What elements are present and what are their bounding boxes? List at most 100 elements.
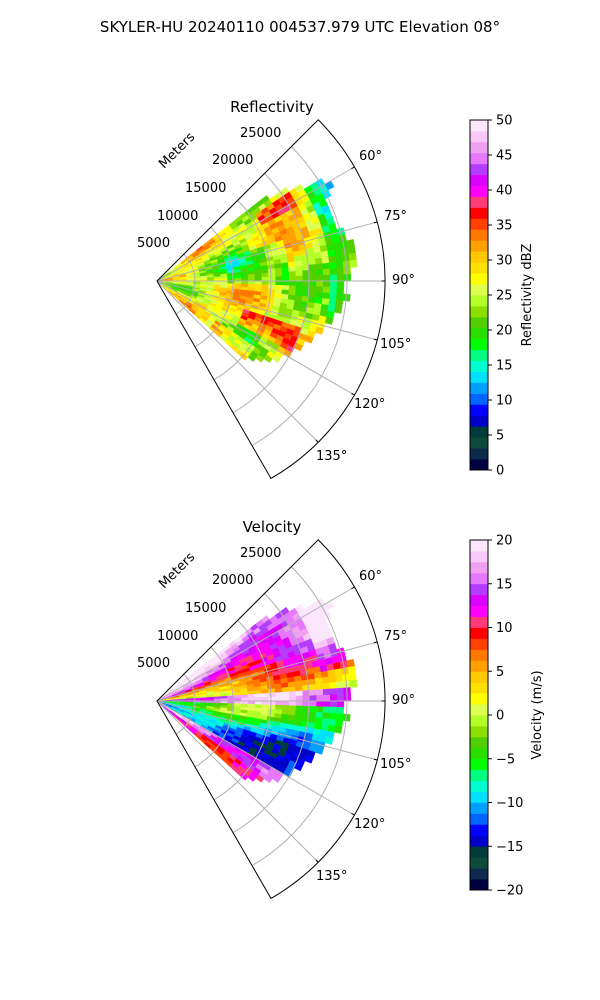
- reflectivity-colorbar-band: [470, 393, 488, 405]
- velocity-field-cell: [329, 688, 338, 696]
- velocity-colorbar-tick-label: 15: [496, 577, 513, 592]
- reflectivity-azimuth-tick: 120°: [354, 397, 385, 412]
- velocity-radial-tick: 25000: [240, 546, 281, 561]
- reflectivity-radial-tick: 15000: [185, 181, 226, 196]
- reflectivity-field-cell: [309, 286, 317, 293]
- velocity-field-cell: [268, 696, 276, 702]
- velocity-field-cell: [247, 697, 256, 702]
- velocity-grid: [156, 566, 385, 866]
- reflectivity-colorbar-tick-label: 10: [496, 394, 513, 409]
- velocity-field-cell: [275, 700, 283, 706]
- velocity-colorbar-band: [470, 671, 488, 683]
- reflectivity-field-cell: [295, 265, 303, 272]
- reflectivity-azimuth-gridline: [156, 221, 378, 282]
- reflectivity-colorbar-band: [470, 327, 488, 340]
- velocity-colorbar-band: [470, 627, 488, 639]
- velocity-field-cell: [275, 692, 283, 698]
- reflectivity-field-cell: [321, 256, 330, 264]
- reflectivity-field-cell: [261, 272, 269, 278]
- velocity-field-cell: [314, 677, 323, 685]
- reflectivity-colorbar-tick-label: 25: [496, 289, 513, 304]
- reflectivity-colorbar-tick-label: 40: [496, 184, 513, 199]
- velocity-azimuth-tick-mark: [373, 641, 378, 644]
- velocity-field-cell: [247, 773, 257, 782]
- reflectivity-colorbar-band: [470, 207, 488, 219]
- velocity-field-cell: [240, 694, 249, 699]
- reflectivity-colorbar-band: [470, 437, 488, 449]
- velocity-colorbar-tick-label: 0: [496, 709, 504, 724]
- velocity-field-cell: [315, 746, 324, 755]
- reflectivity-field-cell: [322, 286, 331, 294]
- velocity-field-cell: [294, 762, 304, 772]
- velocity-field-cell: [336, 700, 345, 708]
- velocity-field-cell: [335, 674, 344, 683]
- reflectivity-field-cell: [335, 261, 344, 269]
- velocity-field-cell: [322, 682, 331, 690]
- reflectivity-field-cell: [280, 262, 289, 269]
- velocity-radial-tick: 5000: [137, 656, 170, 671]
- velocity-field-cell: [308, 678, 316, 686]
- velocity-field-cell: [281, 691, 290, 697]
- reflectivity-field-cell: [261, 280, 269, 286]
- reflectivity-colorbar-band: [470, 284, 488, 296]
- reflectivity-colorbar-band: [470, 218, 488, 230]
- velocity-field-cell: [321, 676, 330, 684]
- reflectivity-field-cell: [347, 245, 356, 255]
- velocity-field-cell: [282, 696, 290, 702]
- reflectivity-field-cell: [254, 269, 262, 275]
- reflectivity-field-cell: [268, 284, 276, 290]
- reflectivity-azimuth-tick: 75°: [384, 209, 407, 224]
- reflectivity-field-cell: [315, 291, 324, 299]
- velocity-field-cell: [329, 700, 338, 708]
- velocity-field-cell: [315, 706, 324, 713]
- reflectivity-field-cell: [329, 261, 337, 270]
- velocity-colorbar-band: [470, 540, 488, 552]
- velocity-colorbar-band: [470, 857, 488, 869]
- reflectivity-field-cell: [328, 255, 337, 264]
- reflectivity-field-cell: [255, 354, 265, 363]
- reflectivity-colorbar-tick-label: 20: [496, 324, 513, 339]
- velocity-field-cell: [336, 694, 345, 702]
- reflectivity-colorbar-band: [470, 382, 488, 394]
- reflectivity-field-cell: [316, 280, 324, 288]
- velocity-azimuth-ticks: 60° 75° 90° 105° 120° 135°: [316, 569, 415, 884]
- velocity-field-cell: [295, 705, 304, 712]
- reflectivity-field-cell: [329, 274, 338, 282]
- velocity-azimuth-tick: 105°: [380, 757, 411, 772]
- reflectivity-colorbar-band: [470, 426, 488, 438]
- reflectivity-colorbar: [469, 119, 489, 471]
- velocity-colorbar-band: [470, 638, 488, 650]
- velocity-data-field: [158, 598, 358, 783]
- velocity-field-cell: [281, 686, 290, 693]
- velocity-sector-outline: [156, 539, 386, 900]
- reflectivity-azimuth-gridline: [156, 280, 319, 443]
- velocity-field-cell: [289, 700, 297, 707]
- reflectivity-colorbar-ticks: 0 5 10 15 20 25 30 35 40 45 50: [488, 114, 513, 479]
- reflectivity-field-cell: [315, 326, 324, 335]
- velocity-field-cell: [267, 688, 276, 694]
- reflectivity-field-cell: [336, 267, 345, 275]
- velocity-colorbar: [469, 539, 489, 891]
- velocity-colorbar-band: [470, 758, 488, 771]
- reflectivity-azimuth-tick-mark: [351, 392, 355, 396]
- velocity-colorbar-band: [470, 725, 488, 738]
- reflectivity-field-cell: [329, 292, 337, 301]
- reflectivity-field-cell: [320, 250, 329, 259]
- reflectivity-colorbar-tick-label: 0: [496, 464, 504, 479]
- velocity-field-cell: [334, 668, 343, 677]
- reflectivity-colorbar-band: [470, 295, 488, 307]
- reflectivity-grid: [156, 146, 385, 446]
- reflectivity-field-cell: [263, 354, 273, 363]
- reflectivity-range-ring: [194, 226, 234, 348]
- reflectivity-field-cell: [288, 285, 297, 291]
- velocity-range-ring: [194, 646, 234, 768]
- velocity-field-cell: [320, 670, 329, 679]
- velocity-field-cell: [288, 709, 296, 716]
- velocity-azimuth-tick: 75°: [384, 629, 407, 644]
- velocity-colorbar-band: [470, 835, 488, 847]
- velocity-colorbar-band: [470, 846, 488, 858]
- velocity-field-cell: [254, 697, 263, 702]
- reflectivity-field-cell: [247, 353, 257, 362]
- reflectivity-field-cell: [240, 274, 249, 279]
- velocity-azimuth-tick-mark: [351, 586, 355, 590]
